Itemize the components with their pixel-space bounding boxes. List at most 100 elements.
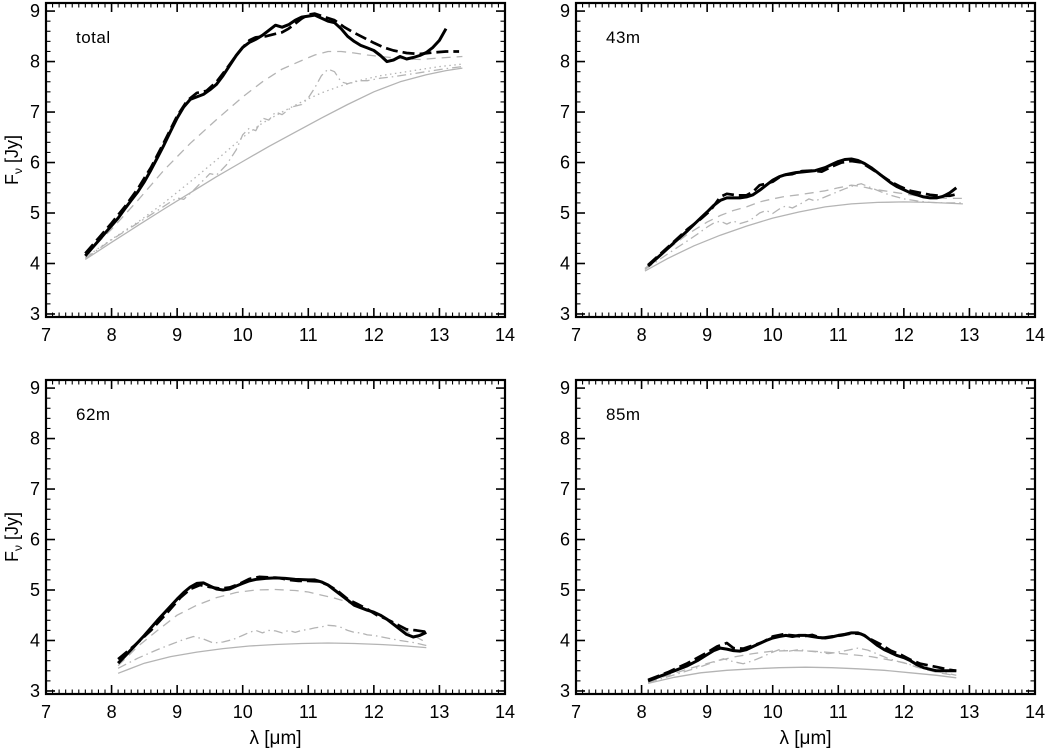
x-tick-labels: 7 8 9 10 11 12 13 14 [41, 702, 515, 722]
y-tick-label: 9 [560, 1, 570, 21]
y-tick-label: 8 [30, 429, 40, 449]
series-model-spectrum-dashed-black [84, 12, 460, 255]
chart-panel-85m: 7 8 9 10 11 12 13 14 3 4 5 6 7 8 9 [560, 378, 1045, 722]
y-tick-label: 3 [560, 681, 570, 701]
series-observed-spectrum-solid-black [84, 13, 448, 257]
y-tick-label: 8 [30, 52, 40, 72]
axis-box [574, 1, 1037, 319]
y-axis-title-subscript: ν [11, 168, 25, 175]
series-solid-gray-continuum [84, 67, 463, 261]
chart-panel-total: 7 8 9 10 11 12 13 14 3 4 5 6 7 8 9 [30, 1, 515, 345]
axis-ticks [45, 3, 506, 317]
x-tick-label: 13 [429, 325, 449, 345]
y-tick-label: 9 [560, 378, 570, 398]
y-tick-labels: 3 4 5 6 7 8 9 [560, 378, 570, 701]
x-tick-label: 12 [364, 702, 384, 722]
x-tick-label: 12 [894, 325, 914, 345]
y-tick-label: 5 [30, 580, 40, 600]
x-tick-label: 7 [41, 325, 51, 345]
x-tick-labels: 7 8 9 10 11 12 13 14 [571, 702, 1045, 722]
y-tick-label: 6 [560, 153, 570, 173]
x-tick-label: 12 [364, 325, 384, 345]
series-dashdot-gray-component [117, 624, 427, 669]
y-tick-labels: 3 4 5 6 7 8 9 [30, 378, 40, 701]
axis-ticks [575, 380, 1036, 694]
y-tick-label: 6 [30, 530, 40, 550]
x-tick-label: 13 [429, 702, 449, 722]
series-dashdot-gray-component [647, 647, 957, 684]
panel-label-total: total [76, 28, 111, 47]
y-tick-label: 9 [30, 378, 40, 398]
y-tick-label: 6 [560, 530, 570, 550]
series-model-spectrum-dashed-black [117, 575, 427, 661]
y-tick-label: 9 [30, 1, 40, 21]
y-tick-label: 3 [560, 304, 570, 324]
series-curves [84, 12, 463, 261]
x-tick-label: 11 [829, 702, 848, 722]
x-axis-title-left: λ [μm] [46, 728, 505, 750]
series-observed-spectrum-solid-black [647, 157, 958, 268]
series-dashdot-gray-component [84, 65, 463, 259]
series-curves [644, 157, 963, 272]
y-tick-labels: 3 4 5 6 7 8 9 [560, 1, 570, 324]
y-axis-title-prefix: F [2, 551, 22, 563]
y-tick-label: 5 [560, 580, 570, 600]
x-tick-label: 7 [571, 702, 581, 722]
x-tick-label: 7 [41, 702, 51, 722]
series-model-spectrum-dashed-black [647, 632, 957, 682]
axis-box [44, 1, 507, 319]
y-tick-label: 7 [560, 102, 570, 122]
x-tick-label: 10 [233, 325, 253, 345]
x-tick-label: 9 [172, 702, 182, 722]
y-tick-label: 4 [560, 630, 570, 650]
series-observed-spectrum-solid-black [117, 576, 427, 665]
y-tick-label: 8 [560, 52, 570, 72]
x-tick-label: 8 [637, 702, 647, 722]
x-axis-title-text: λ [μm] [779, 728, 832, 749]
x-tick-label: 8 [637, 325, 647, 345]
x-axis-title-text: λ [μm] [249, 728, 302, 749]
series-solid-gray-continuum [117, 642, 427, 674]
x-tick-label: 13 [959, 702, 979, 722]
x-tick-label: 7 [571, 325, 581, 345]
x-tick-label: 11 [299, 325, 318, 345]
x-tick-label: 9 [702, 702, 712, 722]
y-tick-label: 7 [30, 479, 40, 499]
x-tick-label: 11 [299, 702, 318, 722]
x-axis-title-right: λ [μm] [576, 728, 1035, 750]
panel-label-43m: 43m [606, 28, 641, 47]
x-tick-label: 10 [763, 702, 783, 722]
x-tick-labels: 7 8 9 10 11 12 13 14 [571, 325, 1045, 345]
x-tick-label: 14 [1025, 325, 1045, 345]
x-tick-label: 11 [829, 325, 848, 345]
y-axis-title-subscript: ν [11, 545, 25, 552]
x-tick-label: 9 [172, 325, 182, 345]
series-curves [647, 631, 957, 685]
y-tick-label: 6 [30, 153, 40, 173]
axis-ticks [45, 380, 506, 694]
x-tick-label: 14 [1025, 702, 1045, 722]
series-solid-gray-continuum [647, 666, 957, 685]
x-tick-label: 8 [107, 702, 117, 722]
series-dashdot-gray-component [644, 183, 963, 271]
y-tick-label: 7 [560, 479, 570, 499]
y-axis-title-suffix: [Jy] [2, 135, 22, 169]
series-model-spectrum-dashed-black [647, 159, 957, 267]
series-solid-gray-continuum [644, 201, 963, 272]
series-curves [117, 575, 427, 674]
chart-panel-43m: 7 8 9 10 11 12 13 14 3 4 5 6 7 8 9 [560, 1, 1045, 345]
y-tick-labels: 3 4 5 6 7 8 9 [30, 1, 40, 324]
x-tick-label: 14 [495, 325, 515, 345]
y-tick-label: 8 [560, 429, 570, 449]
y-tick-label: 5 [30, 203, 40, 223]
axis-box [574, 378, 1037, 696]
series-dotted-gray-component [84, 63, 463, 258]
axis-ticks [575, 3, 1036, 317]
y-tick-label: 3 [30, 304, 40, 324]
y-axis-title-suffix: [Jy] [2, 512, 22, 546]
x-tick-label: 12 [894, 702, 914, 722]
x-tick-label: 8 [107, 325, 117, 345]
series-dashed-gray-component [84, 50, 463, 256]
y-axis-title-prefix: F [2, 174, 22, 186]
